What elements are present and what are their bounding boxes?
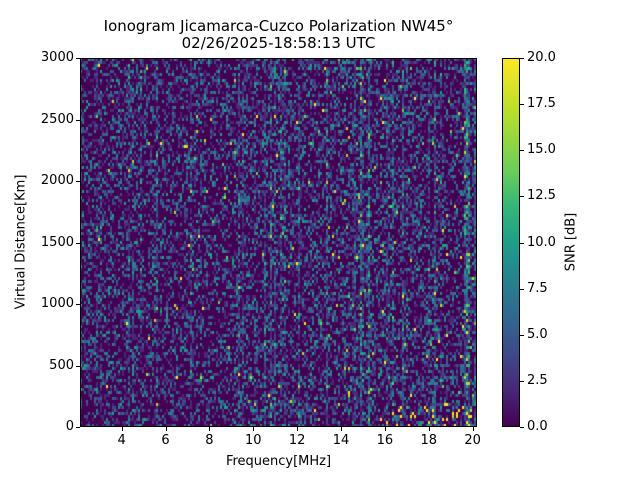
y-tick bbox=[76, 181, 80, 182]
y-axis-label: Virtual Distance[Km] bbox=[13, 174, 29, 310]
x-tick bbox=[297, 427, 299, 431]
colorbar-tick bbox=[520, 58, 524, 59]
y-tick-label: 2500 bbox=[40, 111, 74, 127]
x-tick bbox=[121, 427, 123, 431]
x-axis-label: Frequency[MHz] bbox=[225, 454, 332, 469]
colorbar-tick-label: 17.5 bbox=[527, 96, 556, 112]
chart-title: Ionogram Jicamarca-Cuzco Polarization NW… bbox=[103, 17, 454, 35]
x-tick-label: 10 bbox=[244, 433, 262, 448]
colorbar-tick bbox=[520, 334, 524, 336]
y-tick-label: 1500 bbox=[40, 234, 74, 250]
colorbar-tick-label: 0.0 bbox=[527, 419, 548, 434]
y-tick-label: 1000 bbox=[40, 296, 74, 311]
colorbar-tick-label: 10.0 bbox=[527, 234, 556, 250]
x-tick bbox=[253, 427, 255, 431]
x-tick bbox=[341, 427, 342, 431]
colorbar-tick-label: 7.5 bbox=[527, 280, 548, 296]
x-tick-label: 18 bbox=[420, 433, 437, 448]
x-tick-label: 6 bbox=[161, 433, 170, 448]
y-tick bbox=[76, 304, 80, 305]
colorbar-tick bbox=[520, 150, 524, 152]
ionogram-heatmap bbox=[80, 58, 477, 427]
y-tick-label: 500 bbox=[49, 357, 74, 373]
x-tick bbox=[384, 427, 386, 431]
colorbar-tick bbox=[520, 242, 524, 244]
y-tick-label: 0 bbox=[65, 419, 74, 434]
chart-subtitle: 02/26/2025-18:58:13 UTC bbox=[181, 34, 376, 52]
colorbar-tick bbox=[520, 196, 524, 198]
colorbar-label: SNR [dB] bbox=[563, 212, 579, 272]
x-tick bbox=[428, 427, 430, 431]
colorbar-tick-label: 15.0 bbox=[527, 142, 556, 158]
colorbar-tick bbox=[520, 427, 524, 428]
x-tick-label: 12 bbox=[288, 433, 306, 448]
x-tick bbox=[472, 427, 474, 431]
x-tick-label: 4 bbox=[117, 433, 126, 448]
x-tick bbox=[209, 427, 211, 431]
x-tick bbox=[165, 427, 167, 431]
y-tick bbox=[76, 58, 80, 59]
colorbar-tick-label: 20.0 bbox=[527, 50, 556, 65]
colorbar-tick-label: 5.0 bbox=[527, 326, 548, 342]
y-tick-label: 3000 bbox=[40, 50, 74, 65]
colorbar bbox=[502, 58, 520, 427]
colorbar-tick-label: 12.5 bbox=[527, 188, 556, 204]
x-tick-label: 8 bbox=[205, 433, 214, 448]
y-tick bbox=[76, 365, 80, 367]
y-tick bbox=[76, 242, 80, 244]
colorbar-tick-label: 2.5 bbox=[527, 372, 548, 388]
colorbar-tick bbox=[520, 288, 524, 290]
x-tick-label: 20 bbox=[464, 433, 481, 448]
y-tick bbox=[76, 427, 80, 428]
y-tick-label: 2000 bbox=[40, 173, 74, 188]
colorbar-tick bbox=[520, 104, 524, 106]
colorbar-tick bbox=[520, 380, 524, 382]
x-tick-label: 16 bbox=[376, 433, 394, 448]
y-tick bbox=[76, 119, 80, 121]
x-tick-label: 14 bbox=[332, 433, 350, 448]
